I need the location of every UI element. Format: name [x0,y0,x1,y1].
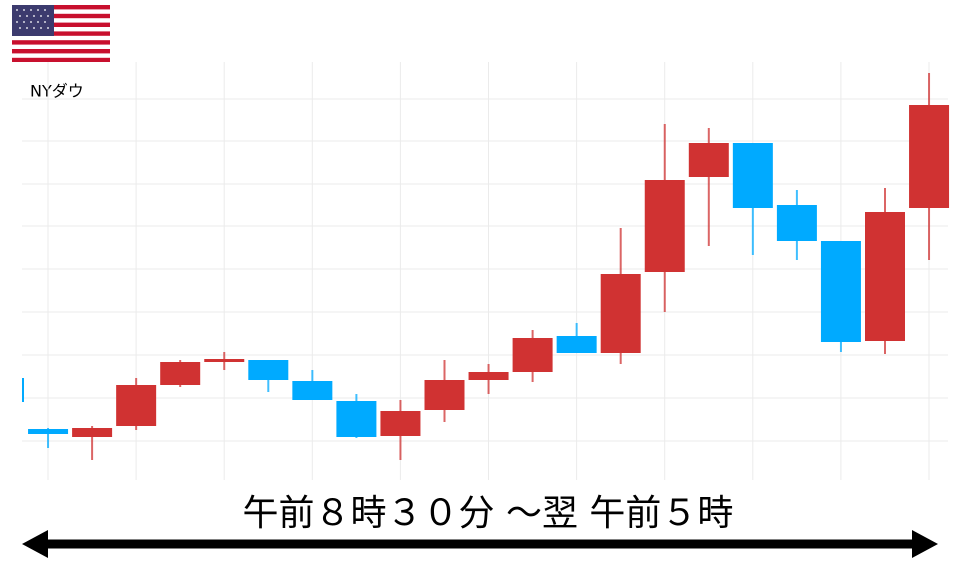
candle-body [732,143,773,208]
candle-body [909,105,950,208]
candle-body [248,360,289,380]
candle-body [424,380,465,410]
candle-body [512,338,553,372]
candle-body [865,212,905,341]
candle-body [820,241,861,342]
chart-title: NYダウ [30,82,84,101]
candle-body [292,381,333,400]
candle-body [556,336,597,353]
us-flag [12,5,110,62]
candle-body [116,385,157,426]
candle-body [776,205,817,241]
candle-body [160,362,201,385]
candle-body [72,428,113,437]
candle-body [28,429,69,434]
candle-body [22,378,24,402]
grid [22,62,948,480]
candle-body [380,411,421,436]
candle-body [336,401,377,437]
candle-body [468,372,509,380]
x-axis-label: 午前８時３０分 ～翌 午前５時 [243,493,734,534]
candle-body [600,274,641,353]
candle-body [644,180,685,272]
candle-body [204,359,245,362]
candle-body [688,143,729,177]
time-arrow [22,530,938,558]
plot-area [22,73,950,460]
